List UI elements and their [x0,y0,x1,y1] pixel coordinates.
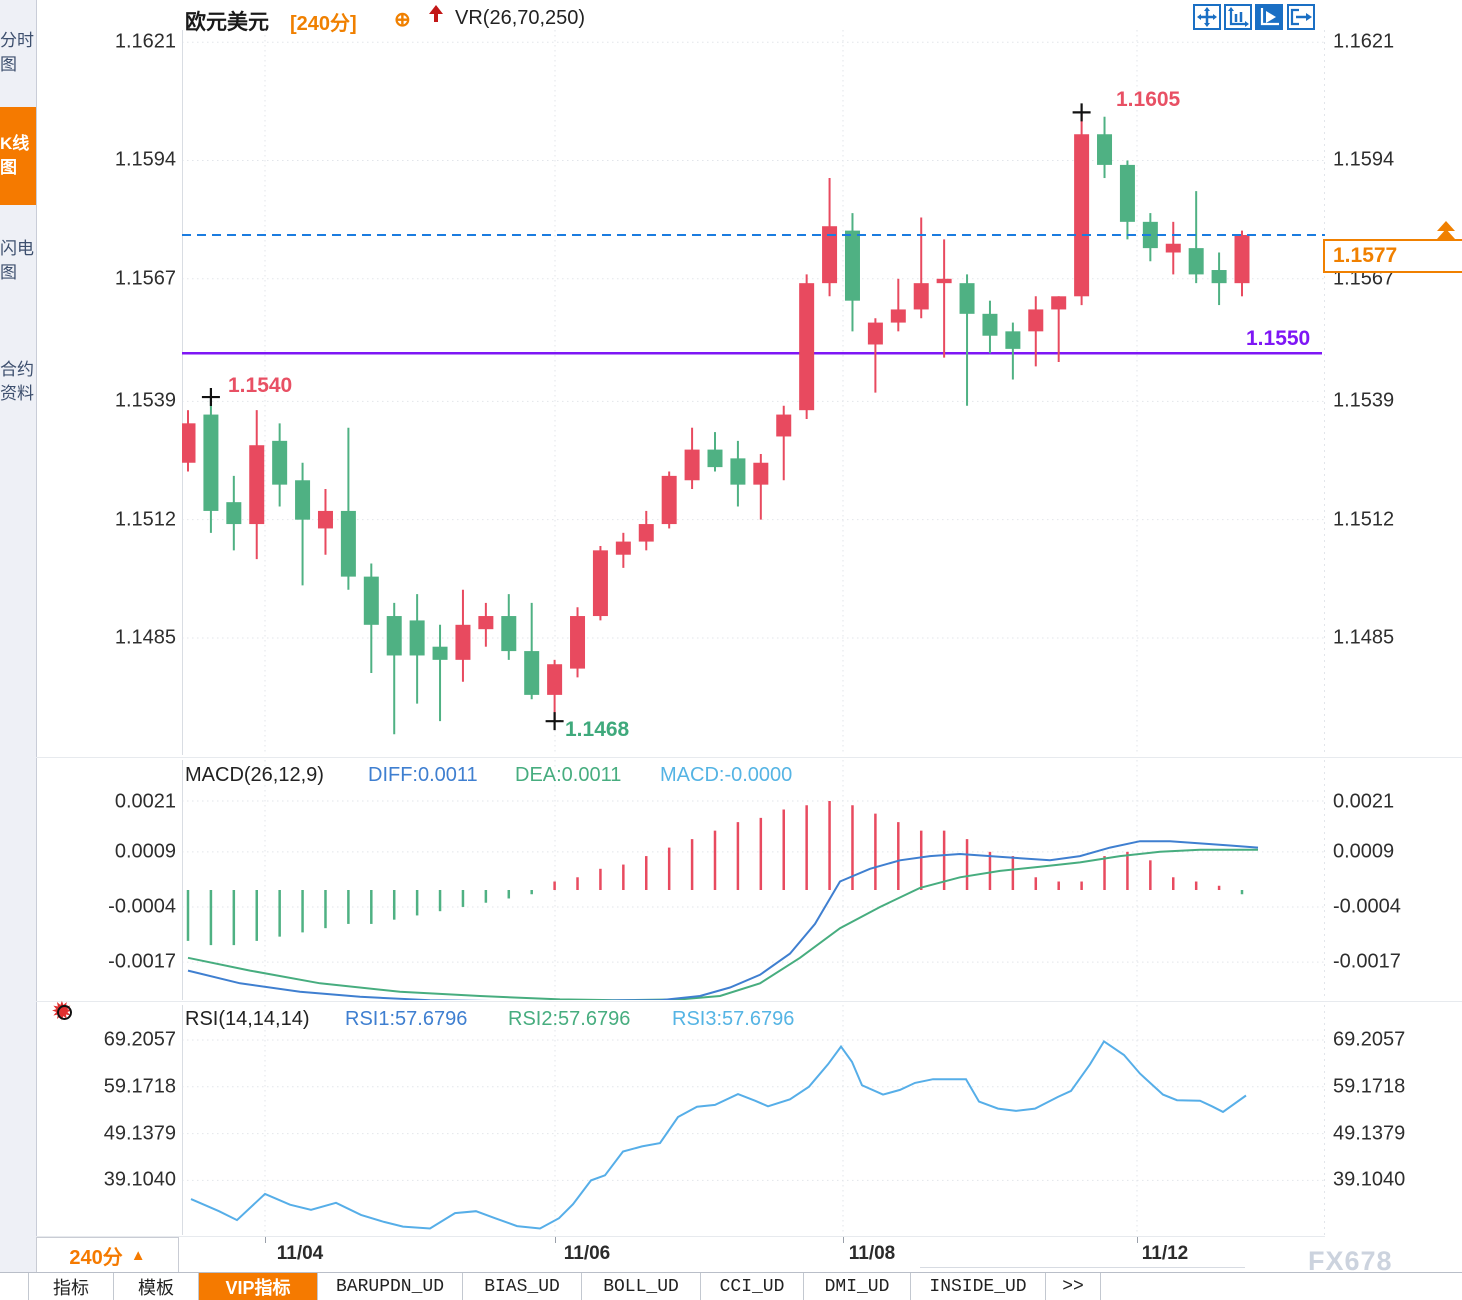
last-price-tag: 1.1577 [1323,239,1462,273]
macd-y-label: 0.0009 [114,840,176,863]
sidebar: 分时图 K线图 闪电图 合约资料 [0,0,37,1272]
sidebar-tab-time-chart[interactable]: 分时图 [0,31,34,74]
rsi-y-label: 39.1040 [1333,1168,1406,1191]
vr-indicator-label: VR(26,70,250) [455,7,586,29]
tab-more[interactable]: >> [1046,1273,1101,1300]
watermark: FX678 [1308,1246,1393,1276]
main-y-label: 1.1539 [114,389,176,412]
support-price-label: 1.1550 [1246,327,1311,350]
main-chart-canvas[interactable] [182,30,1325,755]
main-y-label: 1.1485 [114,626,176,649]
period-up-icon: ▲ [130,1246,146,1264]
tab-templates[interactable]: 模板 [114,1273,199,1300]
period-label[interactable]: [240分] [290,13,357,35]
macd-dea-value: DEA:0.0011 [515,764,622,786]
rsi-chart-canvas[interactable] [182,1005,1325,1235]
rsi-y-label: 39.1040 [103,1168,176,1191]
tab-inside-ud[interactable]: INSIDE_UD [911,1273,1046,1300]
indicator-tab-bar: 指标 模板 VIP指标 BARUPDN_UD BIAS_UD BOLL_UD C… [0,1272,1462,1300]
macd-y-label: 0.0021 [1333,790,1395,813]
rsi3-value: RSI3:57.6796 [672,1008,795,1030]
main-y-label: 1.1512 [114,508,176,531]
low-price-label: 1.1468 [565,718,630,741]
axis-play-icon[interactable] [1255,4,1283,30]
main-y-label: 1.1621 [1333,30,1395,53]
period-value: 240分 [69,1246,123,1269]
panel-separator [36,757,1462,758]
high-price-label: 1.1605 [1116,88,1181,111]
panel-separator [36,1001,1462,1002]
swing-high-price-label: 1.1540 [228,374,293,397]
sidebar-tab-kline-chart[interactable]: K线图 [0,107,36,205]
main-y-label: 1.1567 [1333,267,1395,290]
x-axis-label: 11/04 [276,1243,324,1264]
rsi-title: RSI(14,14,14) [185,1008,310,1030]
rsi-y-label: 59.1718 [1333,1075,1406,1098]
price-up-arrow-icon [1437,221,1455,231]
add-indicator-icon[interactable]: ⊕ [394,9,411,31]
tab-cci-ud[interactable]: CCI_UD [701,1273,804,1300]
sidebar-tab-flash-chart[interactable]: 闪电图 [0,239,34,282]
tab-barupdn-ud[interactable]: BARUPDN_UD [318,1273,463,1300]
x-axis-label: 11/12 [1141,1243,1189,1264]
macd-macd-value: MACD:-0.0000 [660,764,793,786]
tab-vip-indicators[interactable]: VIP指标 [199,1273,318,1300]
macd-y-label: 0.0021 [114,790,176,813]
last-price-value: 1.1577 [1333,244,1398,267]
exit-right-icon[interactable] [1287,4,1315,30]
watermark-underline [920,1267,1245,1268]
macd-y-label: -0.0017 [108,950,176,973]
price-up-arrow-icon [1437,229,1455,239]
period-selector[interactable]: 240分 ▲ [36,1237,179,1272]
tab-bias-ud[interactable]: BIAS_UD [463,1273,582,1300]
main-y-label: 1.1621 [114,30,176,53]
tab-dmi-ud[interactable]: DMI_UD [804,1273,911,1300]
main-y-label: 1.1567 [114,267,176,290]
rsi-y-label: 49.1379 [1333,1122,1406,1145]
axis-scale-icon[interactable] [1224,4,1252,30]
x-axis-label: 11/08 [848,1243,896,1264]
macd-title: MACD(26,12,9) [185,764,324,786]
macd-diff-value: DIFF:0.0011 [368,764,478,786]
sun-marker-icon[interactable]: ✹ [50,997,78,1025]
macd-chart-canvas[interactable] [182,760,1325,1000]
main-y-label: 1.1539 [1333,389,1395,412]
tab-spacer [0,1273,29,1300]
main-y-label: 1.1594 [114,148,176,171]
macd-y-label: -0.0004 [108,895,176,918]
main-y-label: 1.1594 [1333,148,1395,171]
macd-y-label: 0.0009 [1333,840,1395,863]
tab-indicators[interactable]: 指标 [29,1273,114,1300]
pan-crosshair-icon[interactable] [1193,4,1221,30]
red-up-arrow-icon [428,5,444,25]
rsi1-value: RSI1:57.6796 [345,1008,468,1030]
main-y-label: 1.1512 [1333,508,1395,531]
rsi-y-label: 49.1379 [103,1122,176,1145]
sidebar-tab-contract-info[interactable]: 合约资料 [0,360,34,403]
macd-y-label: -0.0004 [1333,895,1401,918]
x-axis-label: 11/06 [563,1243,611,1264]
symbol-title: 欧元美元 [185,11,269,34]
rsi-y-label: 69.2057 [1333,1028,1406,1051]
tab-boll-ud[interactable]: BOLL_UD [582,1273,701,1300]
rsi-y-label: 69.2057 [103,1028,176,1051]
main-y-label: 1.1485 [1333,626,1395,649]
rsi2-value: RSI2:57.6796 [508,1008,631,1030]
rsi-y-label: 59.1718 [103,1075,176,1098]
panel-separator [36,1236,1325,1237]
macd-y-label: -0.0017 [1333,950,1401,973]
